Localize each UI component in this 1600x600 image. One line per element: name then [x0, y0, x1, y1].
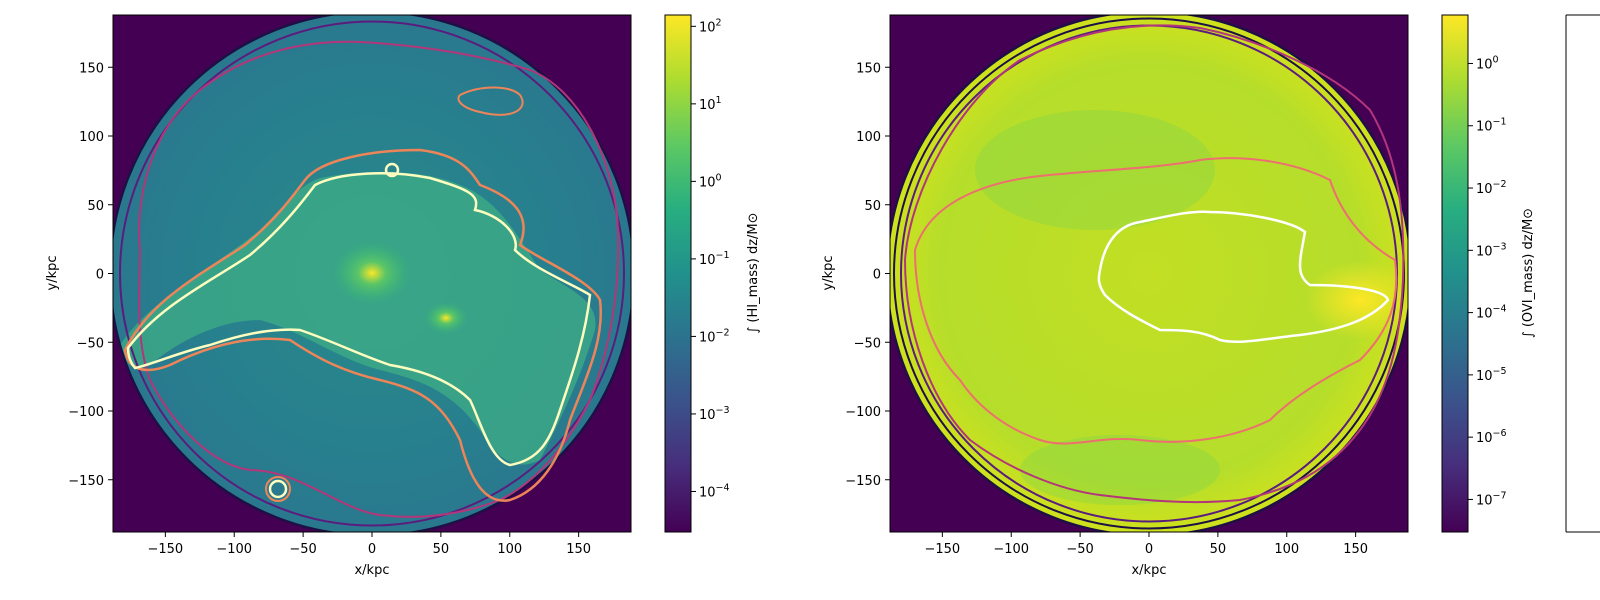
ovi-colorbar-label: ∫ (OVI_mass) dz/M⊙ — [1521, 208, 1536, 338]
hi-contour-3 — [138, 40, 620, 518]
ovi-xtick-label: 100 — [1274, 542, 1299, 557]
ovi-xlabel: x/kpc — [1131, 563, 1166, 578]
hi-cbar-tick-label: 10−2 — [699, 327, 730, 345]
hi-ytick-label: −50 — [77, 336, 104, 351]
hi-ylabel: y/kpc — [45, 255, 60, 290]
ovi-contour-inner — [1097, 210, 1390, 343]
hi-cbar-tick-label: 102 — [699, 17, 722, 35]
hi-ytick-label: −100 — [68, 405, 104, 420]
ovi-cbar-tick-label: 100 — [1476, 54, 1499, 72]
ovi-disk — [890, 15, 1408, 532]
hi-xtick-label: 100 — [497, 542, 522, 557]
hi-cbar-tick-label: 100 — [699, 172, 722, 190]
hi-panel: −150 −100 −50 0 50 100 150150100500−50−100−150… — [45, 14, 761, 578]
ovi-ylabel: y/kpc — [821, 255, 836, 290]
hi-cbar-tick-label: 10−3 — [699, 405, 730, 423]
ovi-xtick-label: −150 — [924, 542, 960, 557]
hi-blob-4 — [457, 86, 524, 116]
ovi-lowdensity-1 — [975, 110, 1215, 230]
ovi-ytick-label: 50 — [864, 199, 881, 214]
ovi-colorbar-frame — [1441, 14, 1469, 533]
hi-colorbar-frame — [664, 14, 692, 533]
ovi-xtick-label: −100 — [993, 542, 1029, 557]
ovi-hotspot — [1305, 260, 1408, 340]
hi-cbar-tick-label: 10−1 — [699, 250, 730, 268]
hi-contour-4 — [123, 148, 602, 502]
hi-colorbar-label: ∫ (HI_mass) dz/M⊙ — [746, 212, 761, 333]
hi-ytick-label: 0 — [96, 268, 104, 283]
hi-heatmap — [113, 15, 631, 532]
hi-contour-inner — [126, 172, 592, 467]
ovi-colorbar — [1442, 15, 1468, 532]
ovi-ytick-label: −50 — [854, 336, 881, 351]
clipped-third-panel — [1565, 14, 1600, 533]
ovi-ticks: −150 −100 −50 0 50 100 150 150 100 50 0 −50 −100 −150 — [845, 61, 1368, 557]
hi-xtick-label: −150 — [147, 542, 183, 557]
hi-ytick-label: −150 — [68, 474, 104, 489]
hi-xtick-label: 0 — [368, 542, 376, 557]
ovi-ytick-label: −100 — [845, 405, 881, 420]
hi-colorbar-ticks: 102 101 100 10−1 10−2 10−3 10−4 — [691, 17, 730, 500]
ovi-contour-4 — [903, 24, 1405, 504]
ovi-xtick-label: 150 — [1343, 542, 1368, 557]
hi-blob-1 — [268, 479, 288, 499]
ovi-ytick-label: −150 — [845, 474, 881, 489]
ovi-xtick-label: −50 — [1066, 542, 1093, 557]
hi-xtick-label: −100 — [216, 542, 252, 557]
ovi-lowdensity-2 — [1020, 435, 1220, 505]
hi-xtick-label: 50 — [433, 542, 450, 557]
ovi-ytick-label: 0 — [873, 268, 881, 283]
ovi-cbar-tick-label: 10−4 — [1476, 304, 1507, 322]
ovi-cbar-tick-label: 10−6 — [1476, 428, 1507, 446]
ovi-contour-5 — [913, 157, 1398, 445]
hi-blob-3 — [384, 162, 400, 178]
hi-cbar-tick-label: 101 — [699, 95, 722, 113]
hi-cbar-tick-label: 10−4 — [699, 482, 730, 500]
ovi-panel: −150 −100 −50 0 50 100 150150100500−50−100−150… — [821, 14, 1536, 578]
hi-xlabel: x/kpc — [354, 563, 389, 578]
hi-ytick-label: 50 — [87, 199, 104, 214]
hi-dense-region — [120, 172, 596, 465]
ovi-cbar-tick-label: 10−5 — [1476, 366, 1507, 384]
ovi-heatmap — [890, 15, 1408, 532]
hi-ticks: −150 −100 −50 0 50 100 150 150 100 50 0 −50 −100 −150 — [68, 61, 591, 557]
hi-hotspot-secondary — [424, 302, 468, 334]
ovi-ytick-label: 100 — [856, 130, 881, 145]
hi-hotspot-center — [332, 241, 412, 305]
ovi-ytick-label: 150 — [856, 61, 881, 76]
hi-xtick-label: −50 — [289, 542, 316, 557]
ovi-cbar-tick-label: 10−1 — [1476, 117, 1507, 135]
ovi-cbar-tick-label: 10−7 — [1476, 490, 1507, 508]
hi-xtick-label: 150 — [566, 542, 591, 557]
hi-contour-2 — [119, 20, 625, 527]
hi-blob-2 — [265, 476, 291, 502]
hi-colorbar — [665, 15, 691, 532]
hi-ytick-label: 150 — [79, 61, 104, 76]
ovi-cbar-tick-label: 10−2 — [1476, 179, 1507, 197]
ovi-xtick-label: 50 — [1210, 542, 1227, 557]
ovi-xtick-label: 0 — [1145, 542, 1153, 557]
hi-ytick-label: 100 — [79, 130, 104, 145]
ovi-colorbar-ticks: 100 10−1 10−2 10−3 10−4 10−5 10−6 10−7 — [1468, 54, 1507, 508]
ovi-cbar-tick-label: 10−3 — [1476, 241, 1507, 259]
